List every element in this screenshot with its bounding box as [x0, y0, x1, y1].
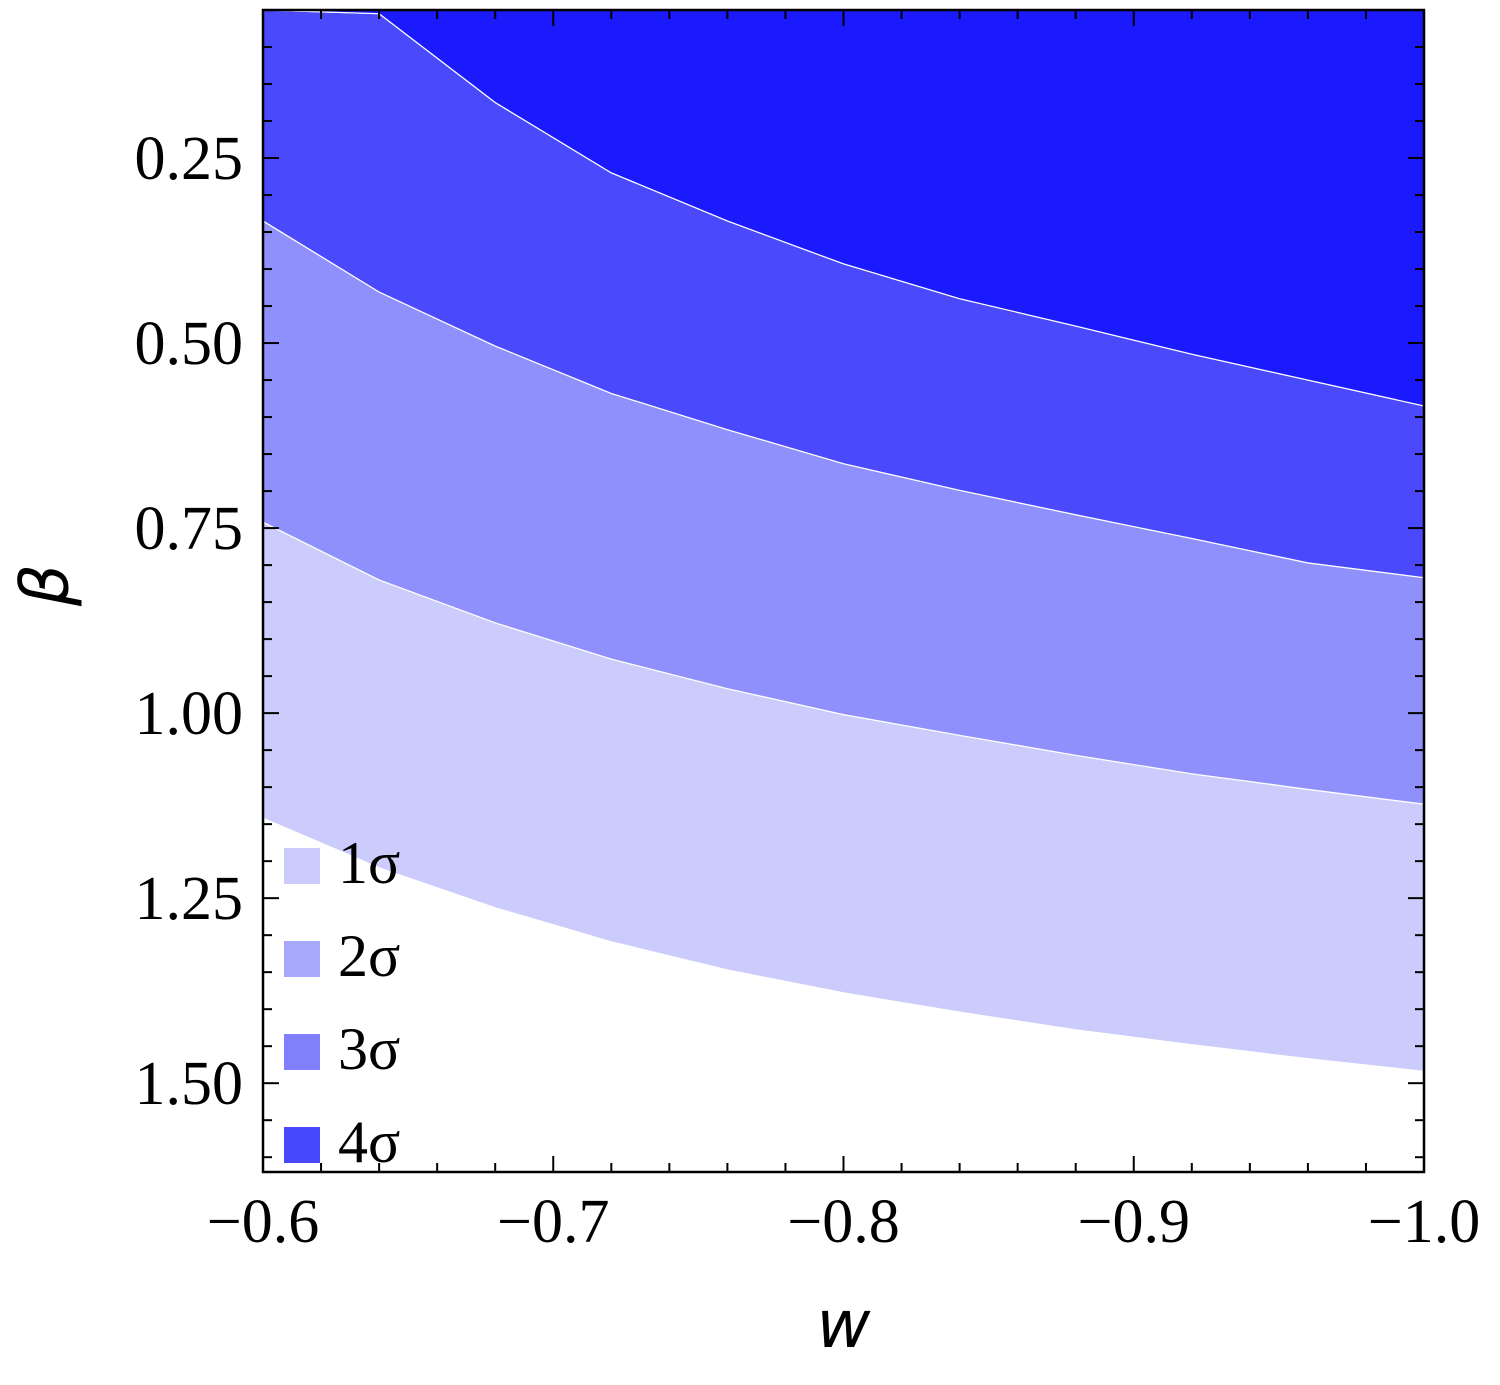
x-tick-label: −0.7	[497, 1188, 609, 1256]
contour-regions	[262, 9, 1425, 1073]
legend-swatch	[284, 1127, 320, 1163]
y-tick-label: 1.00	[135, 680, 244, 748]
y-tick-label: 0.25	[135, 125, 244, 193]
x-axis-label: w	[817, 1286, 872, 1363]
plot-frame	[261, 8, 1426, 1174]
legend-swatch	[284, 941, 320, 977]
legend-label: 2σ	[338, 923, 400, 989]
x-tick-label: −0.9	[1078, 1188, 1190, 1256]
y-axis-label: β	[7, 564, 84, 607]
y-tick-label: 1.50	[135, 1050, 244, 1118]
y-tick-label: 0.75	[135, 495, 244, 563]
x-tick-label: −0.8	[787, 1188, 899, 1256]
legend-swatch	[284, 848, 320, 884]
legend-label: 4σ	[338, 1109, 400, 1175]
y-tick-label: 0.50	[135, 310, 244, 378]
y-tick-label: 1.25	[135, 865, 244, 933]
x-tick-label: −1.0	[1368, 1188, 1480, 1256]
tick-labels: −0.6 −0.7 −0.8 −0.9 −1.0 0.25 0.50 0.75 1.00 1.25…	[135, 125, 1481, 1256]
x-tick-label: −0.6	[207, 1188, 319, 1256]
legend-swatch	[284, 1034, 320, 1070]
axis-ticks	[262, 9, 1425, 1172]
legend-label: 1σ	[338, 830, 400, 896]
legend: 1σ 2σ 3σ 4σ	[284, 830, 400, 1175]
legend-label: 3σ	[338, 1016, 400, 1082]
